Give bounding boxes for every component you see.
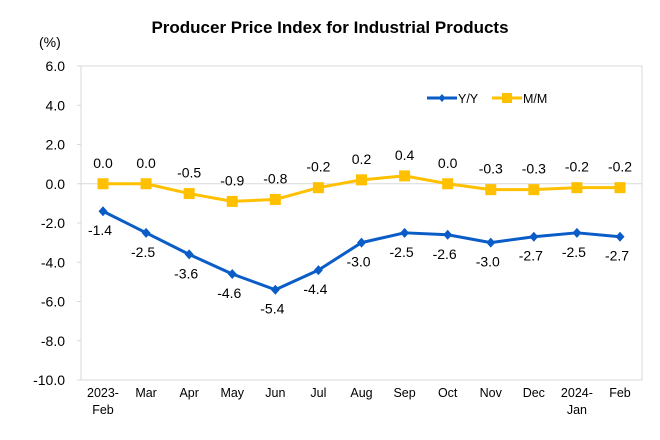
x-tick-label: 2024- (561, 386, 593, 400)
data-label: -3.0 (476, 254, 500, 270)
data-point-marker (270, 284, 280, 295)
x-tick-label: Jun (265, 386, 285, 400)
data-point-marker (97, 178, 109, 190)
y-axis-unit-label: (%) (39, 34, 61, 50)
legend-marker (502, 93, 512, 103)
data-label: 0.0 (93, 155, 113, 171)
data-label: -4.6 (217, 285, 241, 301)
x-tick-label: Oct (438, 386, 458, 400)
data-label: -2.7 (519, 248, 543, 264)
data-point-marker (357, 237, 366, 248)
data-label: -0.8 (263, 170, 287, 186)
x-tick-label: Dec (523, 386, 545, 400)
data-point-marker (528, 184, 540, 196)
data-label: -3.0 (346, 254, 370, 270)
data-label: -5.4 (260, 301, 284, 317)
x-tick-label: Jul (310, 386, 326, 400)
data-point-marker (399, 170, 411, 182)
data-point-marker (227, 269, 237, 280)
data-label: -0.3 (522, 161, 546, 177)
data-point-marker (572, 227, 582, 238)
x-tick-label: 2023- (87, 386, 119, 400)
data-label: -3.6 (174, 265, 198, 281)
data-label: -0.2 (565, 159, 589, 175)
y-tick-label: -4.0 (41, 254, 65, 270)
data-label: 0.4 (395, 147, 415, 163)
y-tick-label: 0.0 (46, 176, 66, 192)
data-label: 0.2 (352, 151, 372, 167)
chart-title: Producer Price Index for Industrial Prod… (151, 18, 509, 37)
legend-marker (438, 94, 446, 102)
x-tick-label: Aug (350, 386, 372, 400)
x-tick-label: Apr (179, 386, 198, 400)
data-label: -2.7 (605, 248, 629, 264)
legend-label: M/M (523, 92, 547, 106)
x-tick-label: Feb (92, 403, 114, 417)
data-label: -4.4 (303, 281, 327, 297)
data-label: -0.2 (608, 159, 632, 175)
y-tick-label: -8.0 (41, 333, 65, 349)
data-label: -2.5 (562, 244, 586, 260)
data-point-marker (614, 182, 626, 194)
y-axis: 6.0 4.0 2.0 0.0 -2.0 -4.0 -6.0 -8.0 -10.0 (33, 58, 642, 388)
data-point-marker (98, 206, 108, 217)
data-label: -0.2 (306, 159, 330, 175)
data-label: -0.5 (177, 165, 201, 181)
x-tick-label: May (220, 386, 244, 400)
data-point-marker (356, 174, 367, 186)
y-tick-label: -10.0 (33, 372, 65, 388)
x-tick-label: Feb (609, 386, 631, 400)
legend: Y/Y M/M (427, 92, 547, 106)
data-label: -1.4 (88, 222, 112, 238)
data-point-marker (486, 237, 496, 248)
data-label: 0.0 (136, 155, 156, 171)
data-point-marker (400, 227, 410, 238)
y-tick-label: 4.0 (46, 97, 66, 113)
data-point-marker (443, 229, 453, 240)
legend-label: Y/Y (458, 92, 479, 106)
series-layer: -1.4 -2.5 -3.6 -4.6 -5.4 -4.4 -3.0 -2.5 -2.6 -3.0… (88, 147, 632, 317)
data-point-marker (184, 249, 194, 260)
y-tick-label: 2.0 (46, 137, 66, 153)
data-point-marker (442, 178, 454, 190)
data-label: -2.5 (390, 244, 414, 260)
data-point-marker (485, 184, 497, 196)
data-point-marker (615, 231, 625, 242)
data-label: -2.5 (131, 244, 155, 260)
data-point-marker (571, 182, 583, 194)
data-label: -0.9 (220, 172, 244, 188)
data-label: -0.3 (479, 161, 503, 177)
y-tick-label: 6.0 (46, 58, 66, 74)
x-axis: 2023- Feb Mar Apr May Jun Jul Aug Sep Oct Nov Dec 20… (87, 386, 631, 417)
x-tick-label: Nov (480, 386, 503, 400)
x-tick-label: Jan (567, 403, 587, 417)
data-point-marker (141, 227, 151, 238)
y-tick-label: -6.0 (41, 294, 65, 310)
data-point-marker (529, 231, 539, 242)
data-point-marker (140, 178, 152, 190)
y-tick-label: -2.0 (41, 215, 65, 231)
x-tick-label: Sep (393, 386, 415, 400)
data-point-marker (313, 265, 323, 276)
data-point-marker (269, 193, 281, 205)
data-point-marker (312, 182, 324, 194)
data-label: -2.6 (433, 246, 457, 262)
data-point-marker (183, 188, 195, 200)
x-tick-label: Mar (135, 386, 157, 400)
data-point-marker (226, 195, 238, 207)
plot-area-border (80, 65, 643, 381)
data-label: 0.0 (438, 155, 458, 171)
